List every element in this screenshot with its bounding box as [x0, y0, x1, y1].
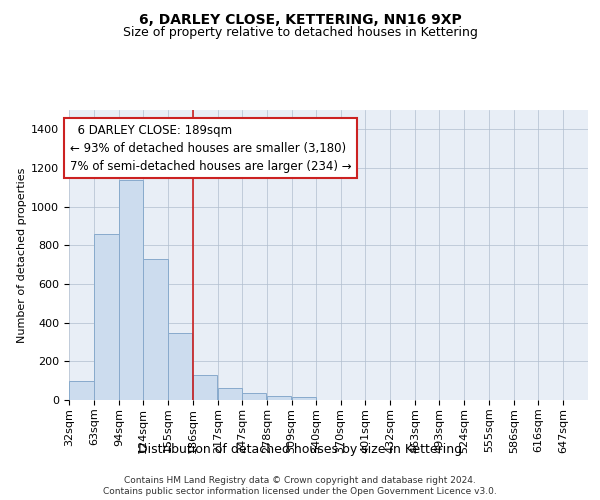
- Bar: [69, 380, 94, 400]
- Text: Distribution of detached houses by size in Kettering: Distribution of detached houses by size …: [138, 442, 462, 456]
- Bar: [119, 180, 143, 400]
- Text: Size of property relative to detached houses in Kettering: Size of property relative to detached ho…: [122, 26, 478, 39]
- Bar: [242, 393, 266, 400]
- Bar: [292, 396, 316, 400]
- Bar: [143, 259, 167, 400]
- Bar: [168, 334, 193, 400]
- Bar: [218, 388, 242, 400]
- Bar: [193, 375, 217, 400]
- Bar: [266, 396, 292, 400]
- Text: Contains HM Land Registry data © Crown copyright and database right 2024.: Contains HM Land Registry data © Crown c…: [124, 476, 476, 485]
- Text: Contains public sector information licensed under the Open Government Licence v3: Contains public sector information licen…: [103, 488, 497, 496]
- Text: 6, DARLEY CLOSE, KETTERING, NN16 9XP: 6, DARLEY CLOSE, KETTERING, NN16 9XP: [139, 12, 461, 26]
- Y-axis label: Number of detached properties: Number of detached properties: [17, 168, 27, 342]
- Text: 6 DARLEY CLOSE: 189sqm
← 93% of detached houses are smaller (3,180)
7% of semi-d: 6 DARLEY CLOSE: 189sqm ← 93% of detached…: [70, 124, 352, 172]
- Bar: [94, 234, 119, 400]
